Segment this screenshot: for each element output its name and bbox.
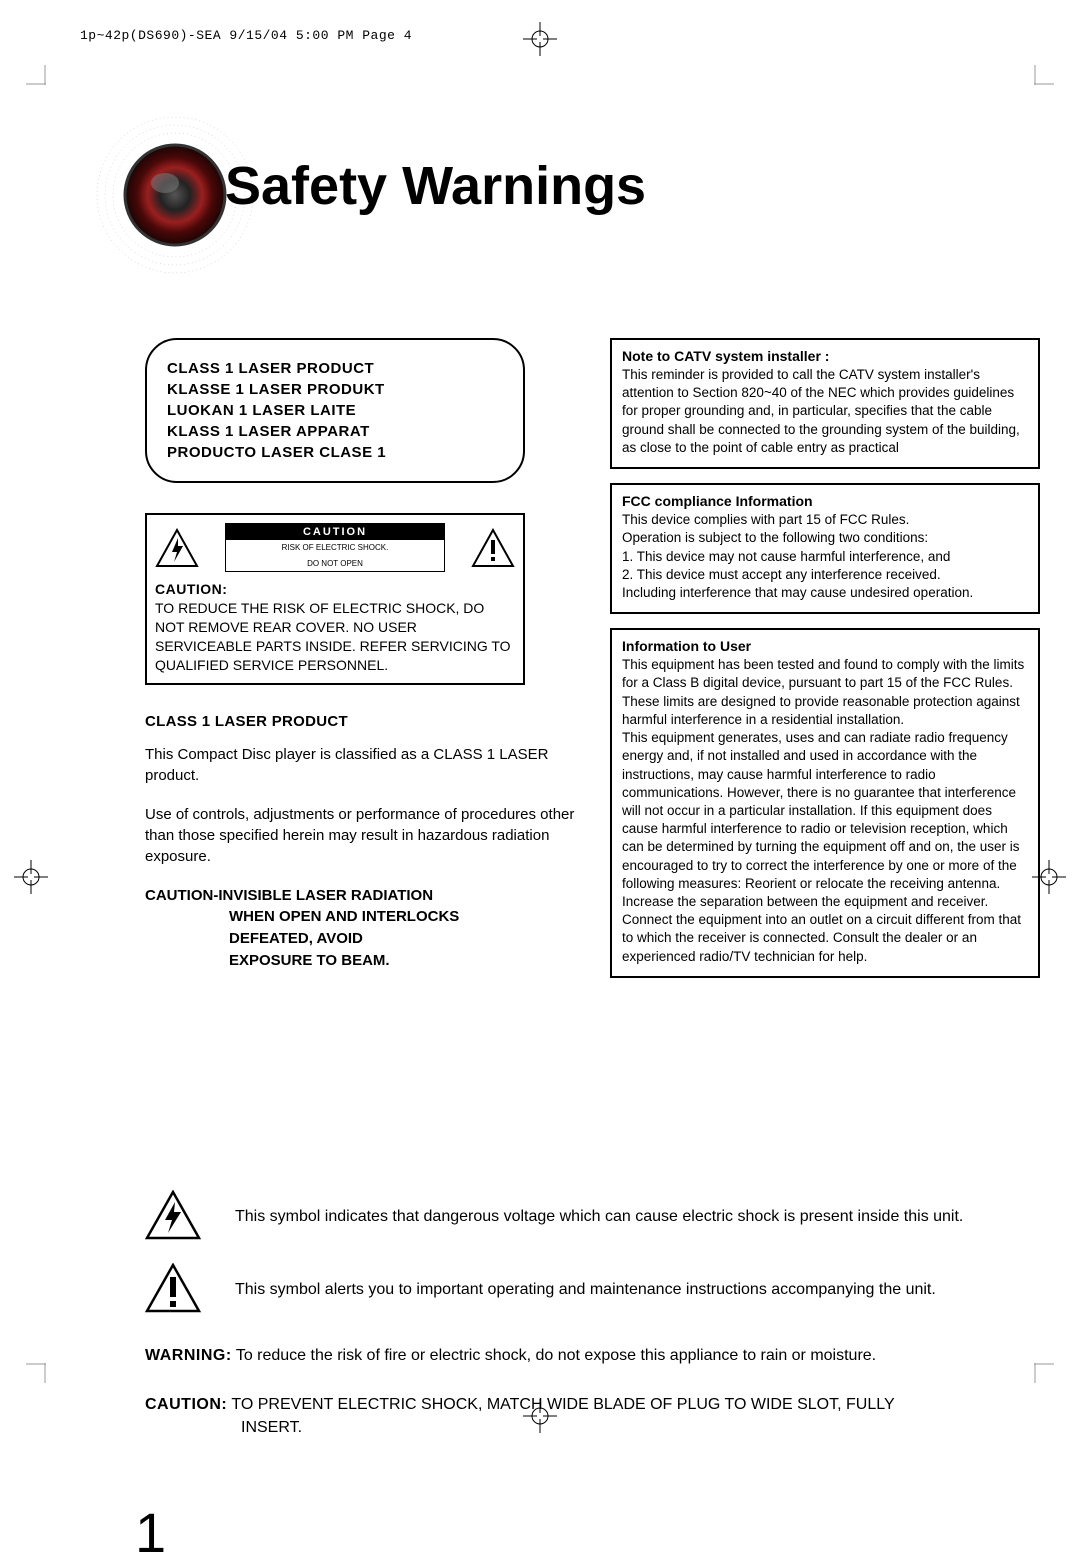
inv-line3: DEFEATED, AVOID bbox=[145, 928, 575, 950]
inv-line4: EXPOSURE TO BEAM. bbox=[145, 950, 575, 972]
warning-line: WARNING: To reduce the risk of fire or e… bbox=[145, 1344, 1040, 1367]
speaker-icon bbox=[85, 95, 245, 255]
exclamation-triangle-icon bbox=[145, 1263, 205, 1318]
bolt-triangle-icon bbox=[145, 1190, 205, 1245]
corner-mark bbox=[1034, 65, 1054, 90]
fcc-title: FCC compliance Information bbox=[622, 493, 1028, 509]
laser-line: KLASSE 1 LASER PRODUKT bbox=[167, 379, 503, 400]
caution-word: CAUTION: bbox=[155, 581, 227, 597]
catv-title: Note to CATV system installer : bbox=[622, 348, 1028, 364]
inv-line2: WHEN OPEN AND INTERLOCKS bbox=[145, 906, 575, 928]
caution-text: TO PREVENT ELECTRIC SHOCK, MATCH WIDE BL… bbox=[227, 1396, 894, 1413]
laser-line: LUOKAN 1 LASER LAITE bbox=[167, 400, 503, 421]
laser-line: PRODUCTO LASER CLASE 1 bbox=[167, 442, 503, 463]
caution-line: CAUTION: TO PREVENT ELECTRIC SHOCK, MATC… bbox=[145, 1393, 1040, 1439]
invisible-laser-caution: CAUTION-INVISIBLE LASER RADIATION WHEN O… bbox=[145, 885, 575, 972]
caution-label: CAUTION: bbox=[145, 1396, 227, 1413]
warning-text: To reduce the risk of fire or electric s… bbox=[232, 1347, 876, 1364]
crop-mark-left bbox=[14, 860, 48, 899]
excl-symbol-text: This symbol alerts you to important oper… bbox=[235, 1279, 936, 1301]
caution-small-text: RISK OF ELECTRIC SHOCK. bbox=[226, 540, 444, 556]
user-info-box: Information to User This equipment has b… bbox=[610, 628, 1040, 978]
crop-mark-top bbox=[523, 22, 557, 61]
catv-body: This reminder is provided to call the CA… bbox=[622, 366, 1028, 457]
caution-panel: CAUTION RISK OF ELECTRIC SHOCK. DO NOT O… bbox=[145, 513, 525, 685]
class1-p2: Use of controls, adjustments or performa… bbox=[145, 804, 575, 867]
catv-box: Note to CATV system installer : This rem… bbox=[610, 338, 1040, 469]
exclamation-triangle-icon bbox=[471, 528, 515, 568]
user-body: This equipment has been tested and found… bbox=[622, 656, 1028, 966]
inv-line1: CAUTION-INVISIBLE LASER RADIATION bbox=[145, 887, 433, 904]
page-title: Safety Warnings bbox=[225, 155, 646, 217]
bolt-symbol-text: This symbol indicates that dangerous vol… bbox=[235, 1206, 963, 1228]
laser-line: KLASS 1 LASER APPARAT bbox=[167, 421, 503, 442]
bolt-triangle-icon bbox=[155, 528, 199, 568]
corner-mark bbox=[26, 1363, 46, 1388]
caution-label: CAUTION RISK OF ELECTRIC SHOCK. DO NOT O… bbox=[225, 523, 445, 572]
bolt-symbol-row: This symbol indicates that dangerous vol… bbox=[145, 1190, 1040, 1245]
caution-body-text: TO REDUCE THE RISK OF ELECTRIC SHOCK, DO… bbox=[155, 600, 511, 673]
caution-body: CAUTION: TO REDUCE THE RISK OF ELECTRIC … bbox=[155, 580, 515, 674]
caution-black-bar: CAUTION bbox=[226, 524, 444, 540]
caution-small-text: DO NOT OPEN bbox=[226, 556, 444, 572]
laser-line: CLASS 1 LASER PRODUCT bbox=[167, 358, 503, 379]
caution-text2: INSERT. bbox=[145, 1419, 302, 1436]
print-header: 1p~42p(DS690)-SEA 9/15/04 5:00 PM Page 4 bbox=[80, 28, 412, 43]
fcc-body: This device complies with part 15 of FCC… bbox=[622, 511, 1028, 602]
page-number: 1 bbox=[135, 1500, 166, 1565]
laser-class-box: CLASS 1 LASER PRODUCT KLASSE 1 LASER PRO… bbox=[145, 338, 525, 483]
class1-heading: CLASS 1 LASER PRODUCT bbox=[145, 713, 575, 730]
corner-mark bbox=[26, 65, 46, 90]
user-title: Information to User bbox=[622, 638, 1028, 654]
excl-symbol-row: This symbol alerts you to important oper… bbox=[145, 1263, 1040, 1318]
class1-p1: This Compact Disc player is classified a… bbox=[145, 744, 575, 786]
fcc-box: FCC compliance Information This device c… bbox=[610, 483, 1040, 614]
warning-label: WARNING: bbox=[145, 1347, 232, 1364]
